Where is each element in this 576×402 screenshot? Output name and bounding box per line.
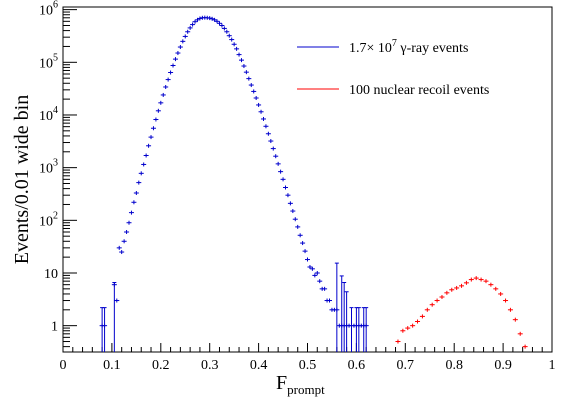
x-tick-label: 0.5 [299, 358, 317, 373]
y-tick-label-exponent: 6 [53, 0, 58, 11]
x-tick-label: 0.6 [348, 358, 366, 373]
legend-label-gamma-post: γ-ray events [397, 41, 469, 56]
x-axis-title: Fprompt [276, 372, 325, 397]
x-tick-label: 0 [60, 358, 67, 373]
y-axis-title: Events/0.01 wide bin [11, 95, 33, 264]
y-tick-label-exponent: 4 [53, 105, 58, 116]
x-tick-label: 0.4 [250, 358, 268, 373]
legend-label-gamma-pre: 1.7× 10 [349, 41, 392, 56]
series-marks [99, 15, 528, 352]
x-tick-label: 0.3 [201, 358, 219, 373]
legend-label-nuclear: 100 nuclear recoil events [349, 83, 489, 98]
y-tick-label: 105 [39, 52, 58, 71]
y-tick-label-base: 10 [39, 162, 53, 177]
x-tick-label: 0.7 [397, 358, 415, 373]
y-tick-label-exponent: 2 [53, 210, 58, 221]
y-tick-label: 102 [39, 210, 58, 229]
y-tick-label: 106 [39, 0, 58, 19]
y-tick-label-base: 10 [39, 56, 53, 71]
legend-label-gamma: 1.7× 107 γ-ray events [349, 38, 468, 56]
x-axis-title-main: F [276, 372, 287, 394]
y-tick-label-base: 10 [39, 109, 53, 124]
legend: 1.7× 107 γ-ray events 100 nuclear recoil… [297, 38, 489, 98]
y-tick-label-base: 10 [39, 214, 53, 229]
x-tick-label: 0.2 [152, 358, 170, 373]
x-tick-label: 0.9 [494, 358, 512, 373]
x-tick-label: 0.8 [445, 358, 463, 373]
y-tick-label: 1 [51, 320, 58, 335]
y-tick-label-exponent: 3 [53, 158, 58, 169]
y-tick-label: 103 [39, 158, 58, 177]
x-tick-label: 0.1 [103, 358, 121, 373]
y-tick-label-base: 10 [39, 4, 53, 19]
x-tick-label: 1 [549, 358, 556, 373]
x-axis-title-subscript: prompt [287, 382, 325, 397]
y-tick-label: 104 [39, 105, 58, 124]
y-tick-label-exponent: 5 [53, 52, 58, 63]
legend-label-gamma-sup: 7 [392, 38, 397, 49]
x-axis-ticks: 0 0.1 0.2 0.3 0.4 0.5 0.6 0.7 0.8 0.9 1 [60, 343, 556, 373]
y-tick-label: 10 [44, 267, 58, 282]
